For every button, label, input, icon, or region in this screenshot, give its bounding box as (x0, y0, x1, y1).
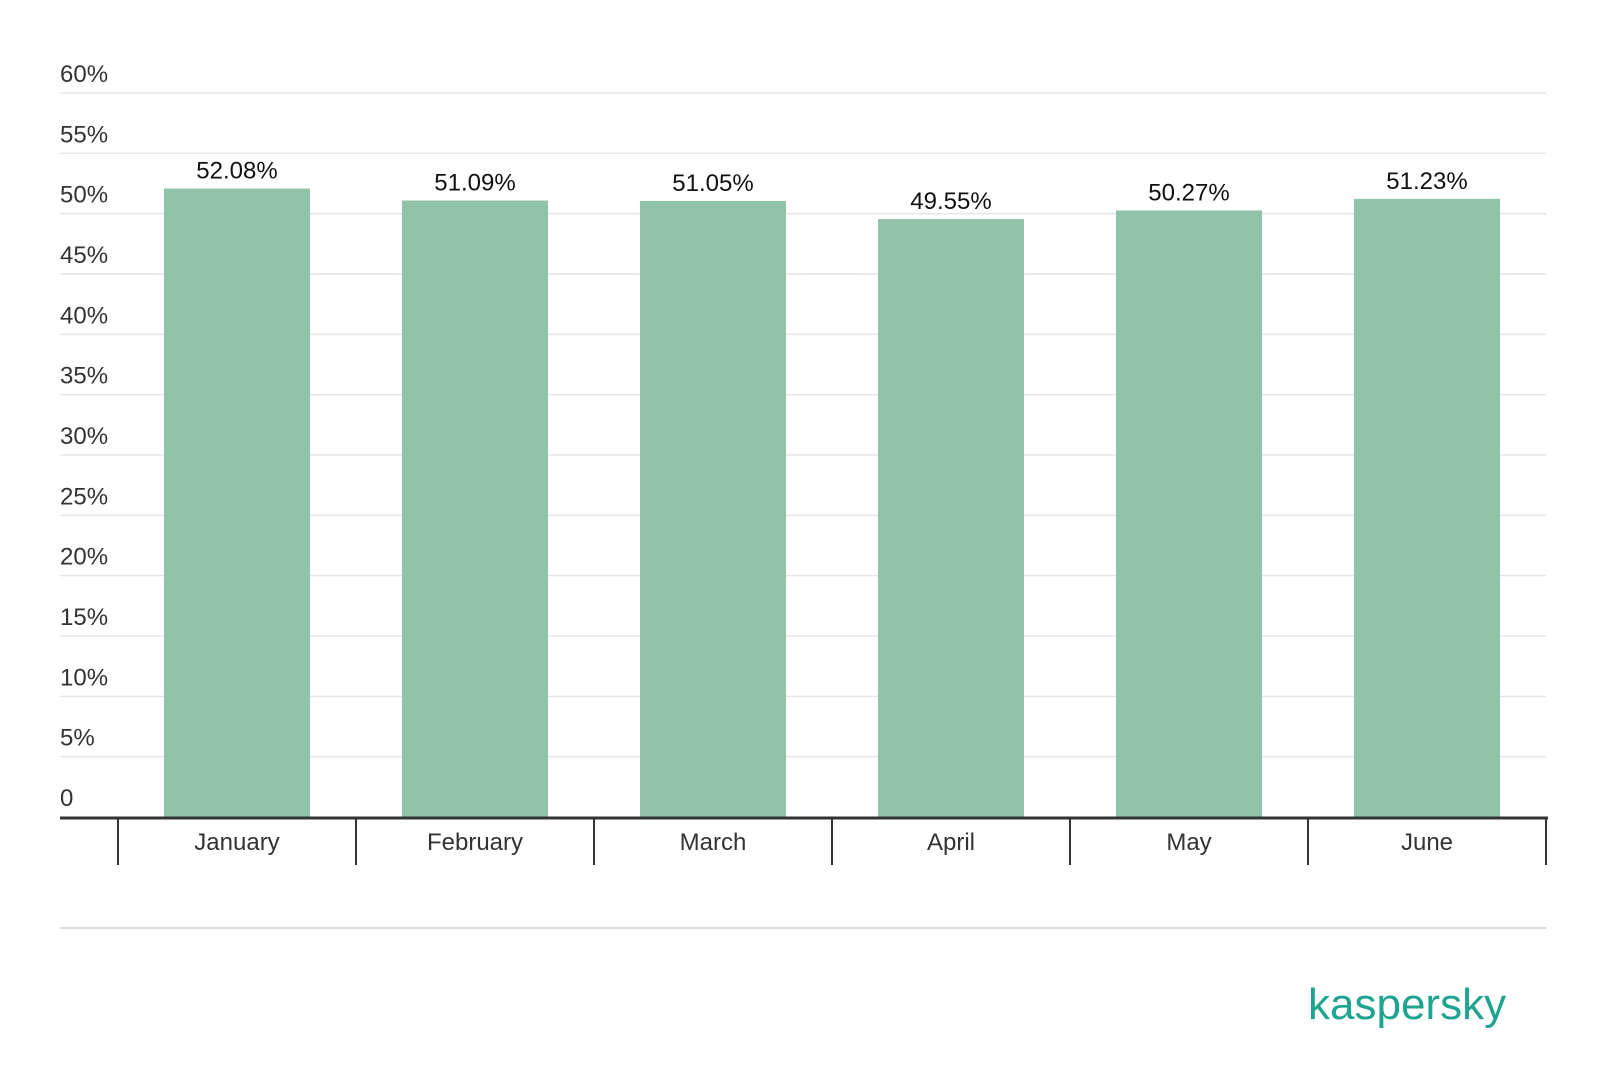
y-tick-label: 45% (60, 242, 108, 269)
data-label: 51.05% (672, 170, 753, 197)
x-tick-label: June (1401, 829, 1453, 856)
x-axis-categories: January February March April May June (194, 829, 1453, 856)
bars (164, 188, 1500, 818)
bar (402, 200, 548, 817)
y-tick-label: 40% (60, 302, 108, 329)
x-tick-label: May (1166, 829, 1211, 856)
data-label: 52.08% (196, 158, 277, 185)
data-labels: 52.08% 51.09% 51.05% 49.55% 50.27% 51.23% (196, 158, 1467, 216)
bar (1354, 198, 1500, 818)
data-label: 51.09% (434, 170, 515, 197)
data-label: 50.27% (1148, 179, 1229, 206)
bar (1116, 210, 1262, 817)
x-tick-label: February (427, 829, 523, 856)
y-tick-label: 0 (60, 785, 73, 812)
x-tick-label: March (680, 829, 747, 856)
bar (878, 219, 1024, 817)
y-tick-label: 30% (60, 423, 108, 450)
y-tick-label: 20% (60, 544, 108, 571)
y-tick-label: 10% (60, 664, 108, 691)
y-tick-label: 5% (60, 725, 95, 752)
x-axis (60, 816, 1548, 865)
y-tick-label: 35% (60, 363, 108, 390)
y-tick-label: 60% (60, 61, 108, 88)
bar (164, 188, 310, 817)
y-tick-label: 55% (60, 121, 108, 148)
data-label: 49.55% (910, 188, 991, 215)
y-tick-label: 15% (60, 604, 108, 631)
brand-wordmark: kaspersky (1308, 980, 1506, 1029)
kaspersky-logo: kaspersky (1308, 975, 1528, 1035)
x-tick-label: April (927, 829, 975, 856)
y-axis-ticks: 0 5% 10% 15% 20% 25% 30% 35% 40% 45% 50% 55% 60% (60, 61, 108, 812)
bar (640, 200, 786, 817)
y-tick-label: 50% (60, 182, 108, 209)
data-label: 51.23% (1386, 168, 1467, 195)
x-tick-label: January (194, 829, 279, 856)
y-tick-label: 25% (60, 483, 108, 510)
